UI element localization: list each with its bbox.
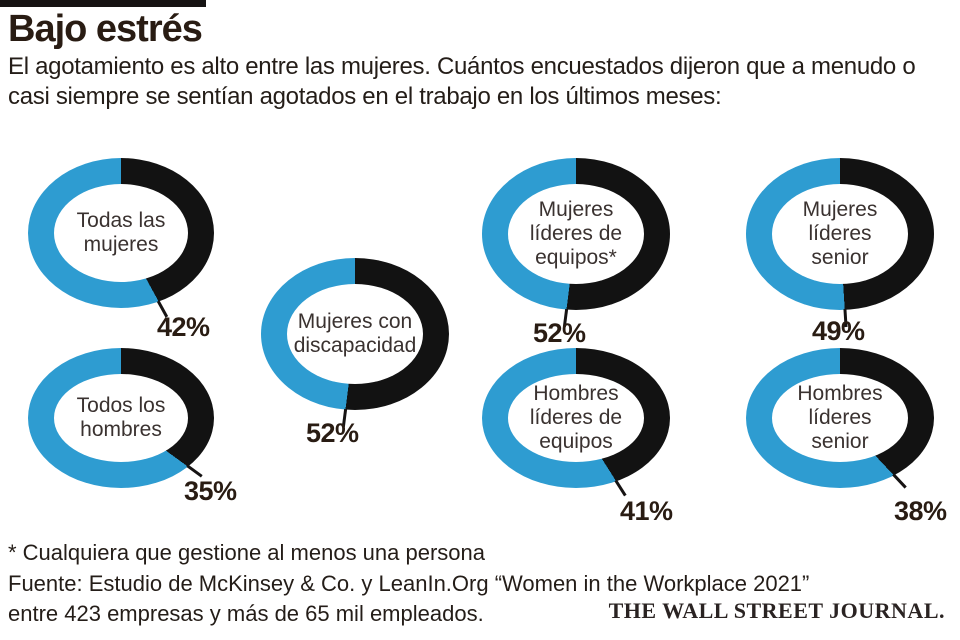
donut-ring: Todos los hombres [28,348,214,488]
donut-value: 35% [184,476,237,506]
wsj-logotype: THE WALL STREET JOURNAL. [608,598,945,623]
donut-chart-mujeres-con-discapacidad: Mujeres con discapacidad 52% [261,258,449,448]
footnote: * Cualquiera que gestione al menos una p… [8,540,485,565]
donut-ring: Hombres líderes senior [746,348,934,489]
donut-hole: Mujeres líderes senior [772,184,908,284]
donut-value: 49% [812,316,865,346]
donut-hole: Hombres líderes de equipos [508,374,644,462]
donut-label: Hombres líderes de equipos [529,381,623,454]
donut-label: Todos los hombres [76,393,166,441]
donut-ring: Mujeres líderes de equipos* [482,158,670,327]
donut-chart-todos-los-hombres: Todos los hombres 35% [28,348,237,506]
donut-value: 52% [306,418,359,448]
donut-label: Mujeres con discapacidad [293,309,417,357]
donut-ring: Mujeres con discapacidad [261,258,449,427]
donut-chart-hombres-lideres-senior: Hombres líderes senior 38% [746,348,947,526]
page-title: Bajo estrés [8,8,203,50]
donut-ring: Hombres líderes de equipos [482,348,670,497]
donut-label: Todas las mujeres [76,208,166,256]
donut-hole: Mujeres líderes de equipos* [508,184,644,284]
top-rule [0,0,206,7]
donut-label: Mujeres líderes de equipos* [529,197,623,270]
chart-subtitle: El agotamiento es alto entre las mujeres… [8,53,916,111]
donut-hole: Hombres líderes senior [772,374,908,462]
donut-hole: Todas las mujeres [54,184,188,282]
donut-tick [614,479,627,497]
donut-chart-todas-las-mujeres: Todas las mujeres 42% [28,158,214,342]
donut-ring: Todas las mujeres [28,158,214,318]
donut-chart-mujeres-lideres-senior: Mujeres líderes senior 49% [746,158,934,346]
donut-hole: Mujeres con discapacidad [287,284,423,384]
donut-label: Hombres líderes senior [797,381,883,454]
donut-chart-hombres-lideres-de-equipos: Hombres líderes de equipos 41% [482,348,673,526]
source-line-1: Fuente: Estudio de McKinsey & Co. y Lean… [8,571,810,596]
donut-chart-mujeres-lideres-de-equipos: Mujeres líderes de equipos* 52% [482,158,670,348]
donut-hole: Todos los hombres [54,374,188,462]
donut-label: Mujeres líderes senior [802,197,878,270]
donut-value: 52% [533,318,586,348]
donut-value: 41% [620,496,673,526]
donut-ring: Mujeres líderes senior [746,158,934,327]
donut-tick [892,473,907,489]
donut-value: 38% [894,496,947,526]
donut-value: 42% [157,312,210,342]
source-line-2: entre 423 empresas y más de 65 mil emple… [8,601,484,626]
